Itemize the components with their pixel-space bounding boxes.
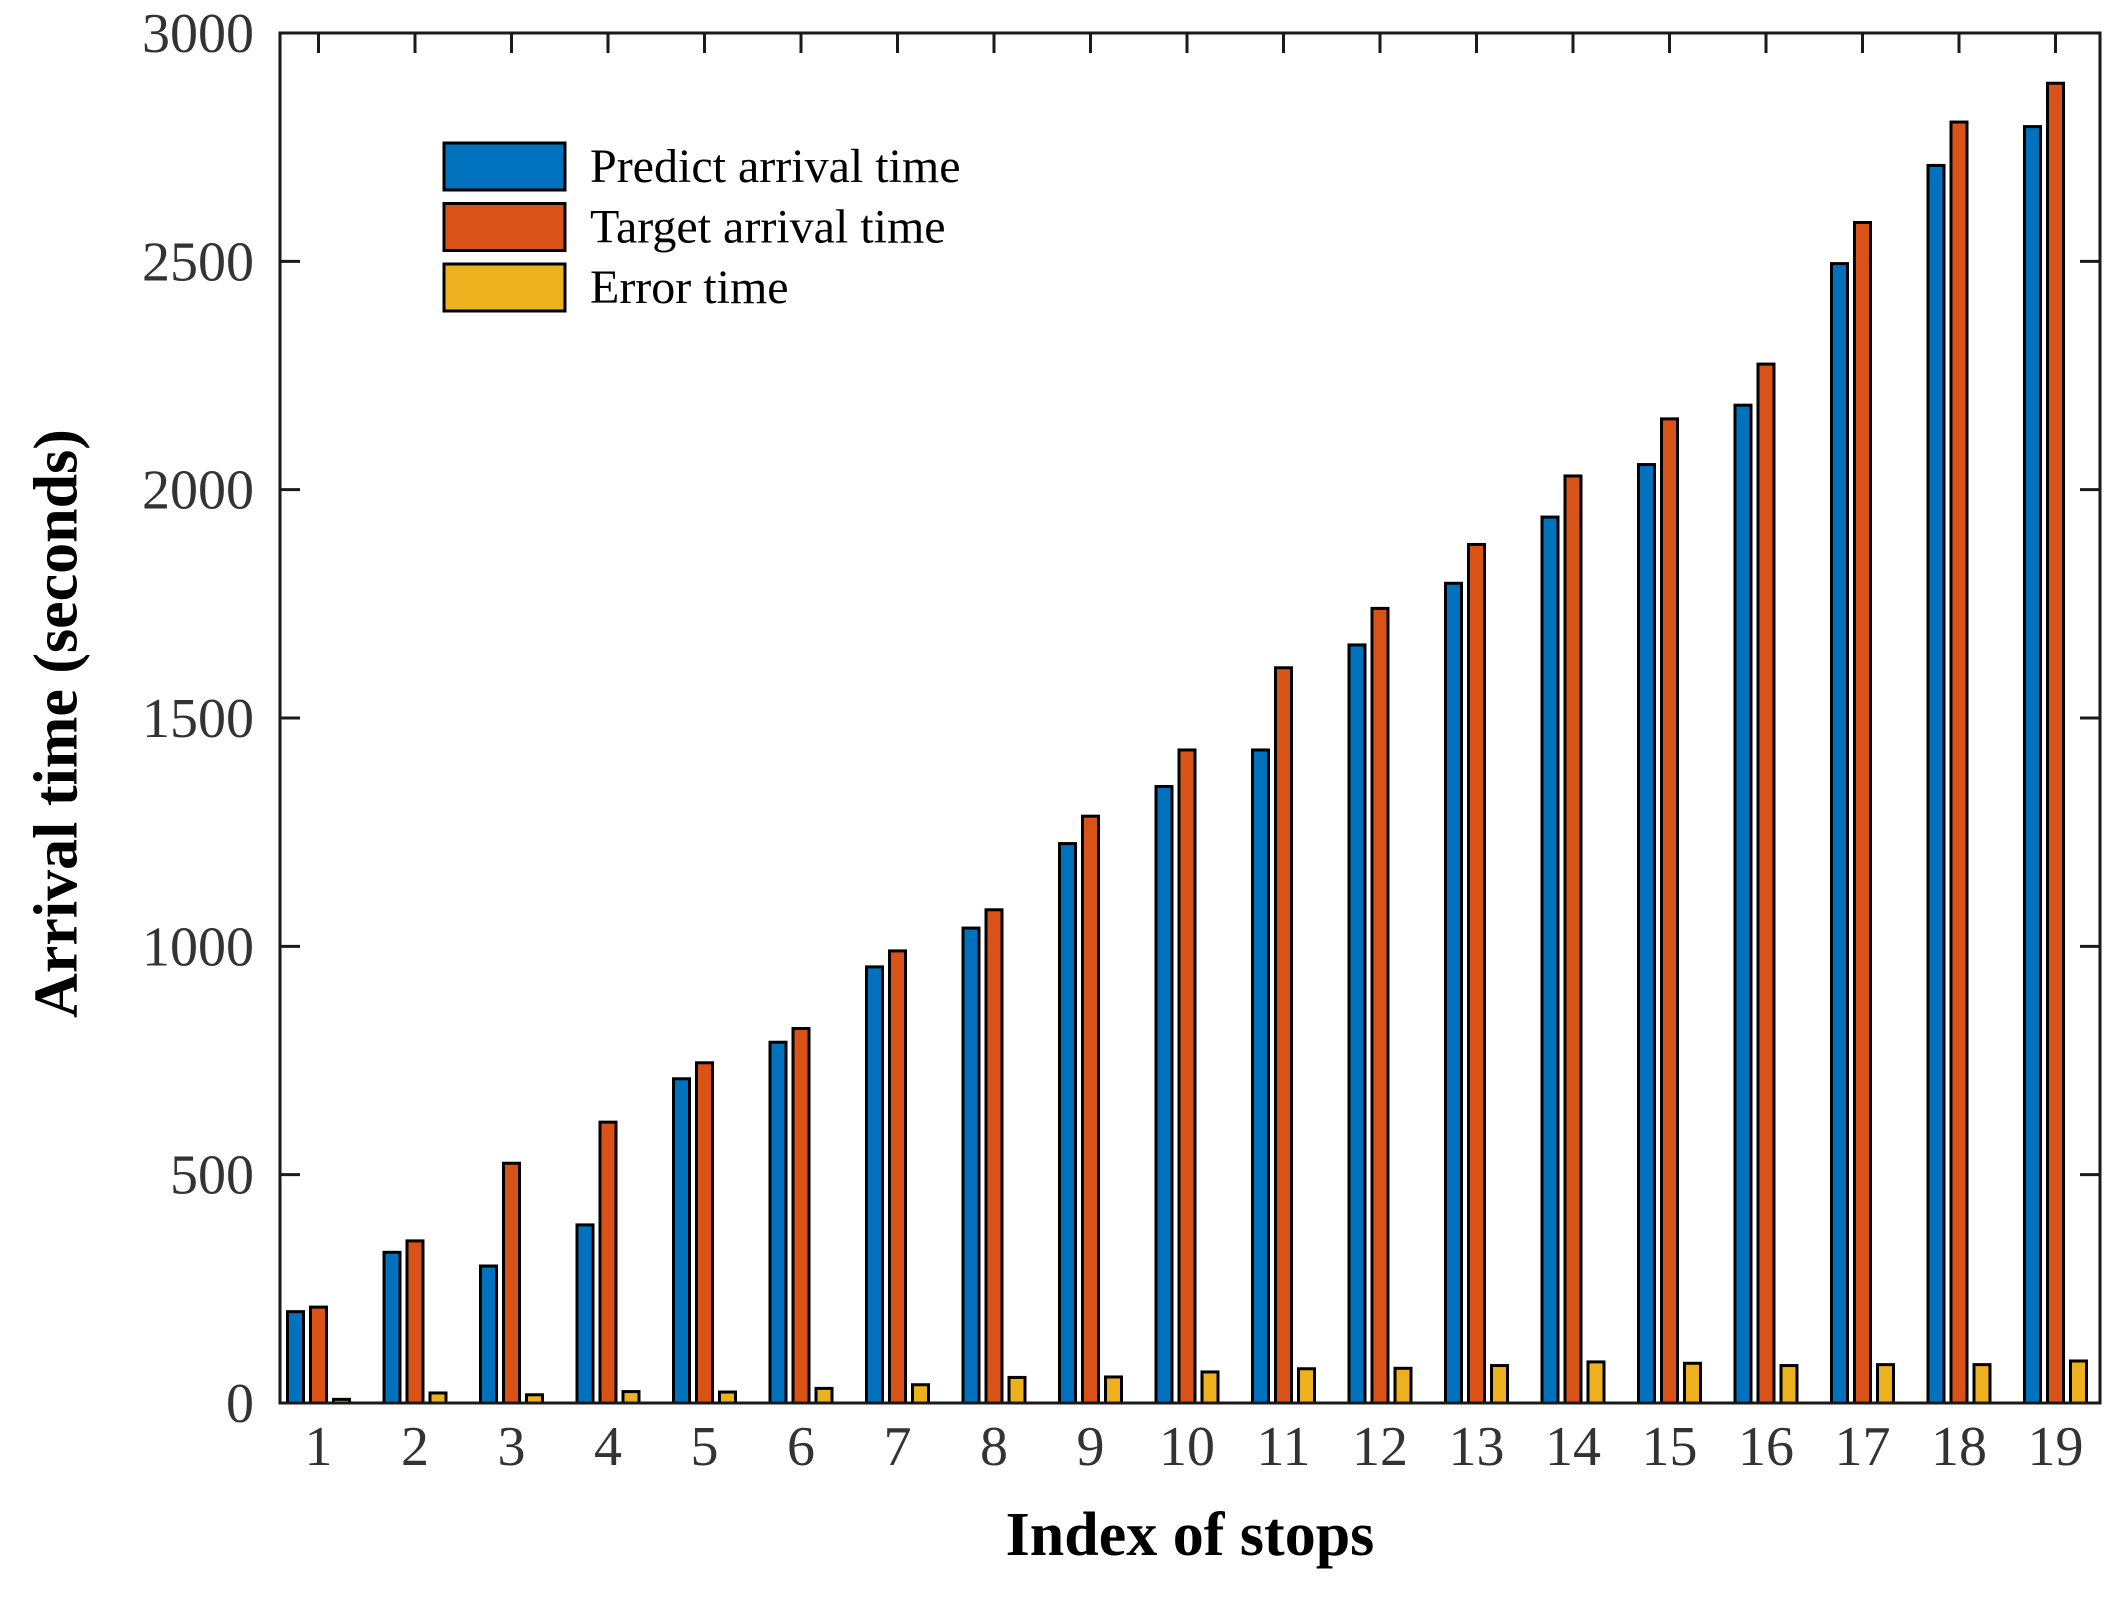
x-tick-label: 3 <box>498 1416 526 1478</box>
bar-error-12 <box>1393 1366 1413 1405</box>
bar-target-2 <box>405 1239 425 1405</box>
bar-error-13 <box>1490 1364 1509 1405</box>
y-tick-label: 1000 <box>142 916 254 978</box>
x-tick-label: 15 <box>1642 1416 1698 1478</box>
x-tick-label: 14 <box>1545 1416 1601 1478</box>
bar-error-16 <box>1779 1364 1799 1405</box>
x-tick-label: 11 <box>1257 1416 1311 1478</box>
bar-predict-19 <box>2023 125 2042 1405</box>
bar-target-19 <box>2046 81 2065 1405</box>
legend-label: Error time <box>590 261 789 314</box>
bar-error-8 <box>1007 1375 1027 1405</box>
bar-predict-6 <box>768 1040 788 1405</box>
legend-swatch-error <box>442 262 567 313</box>
bar-target-6 <box>791 1027 811 1405</box>
bar-target-17 <box>1853 221 1872 1405</box>
bar-target-14 <box>1563 474 1583 1405</box>
legend-label: Target arrival time <box>590 201 946 254</box>
bar-predict-15 <box>1637 463 1656 1405</box>
bar-error-10 <box>1200 1370 1220 1405</box>
bar-error-9 <box>1104 1375 1123 1405</box>
x-tick-label: 12 <box>1352 1416 1408 1478</box>
bar-predict-3 <box>479 1264 498 1405</box>
x-tick-label: 9 <box>1077 1416 1105 1478</box>
bar-error-6 <box>814 1386 834 1405</box>
y-tick-label: 3000 <box>142 3 254 65</box>
bar-predict-16 <box>1733 403 1753 1405</box>
x-axis-title: Index of stops <box>1005 1501 1375 1569</box>
x-tick-label: 8 <box>980 1416 1008 1478</box>
legend-label: Predict arrival time <box>590 140 961 193</box>
bar-error-5 <box>718 1390 737 1405</box>
bar-target-11 <box>1274 666 1293 1405</box>
y-tick-label: 0 <box>226 1373 254 1435</box>
bar-predict-8 <box>961 926 981 1405</box>
bar-error-4 <box>621 1390 641 1405</box>
x-tick-label: 2 <box>401 1416 429 1478</box>
x-tick-label: 6 <box>787 1416 815 1478</box>
x-tick-label: 5 <box>691 1416 719 1478</box>
x-tick-label: 7 <box>884 1416 912 1478</box>
bar-error-18 <box>1972 1363 1992 1405</box>
bar-target-18 <box>1949 120 1969 1405</box>
bar-target-8 <box>984 908 1004 1405</box>
bar-predict-4 <box>575 1223 595 1405</box>
x-tick-label: 10 <box>1159 1416 1215 1478</box>
bar-error-14 <box>1586 1360 1606 1405</box>
bar-predict-18 <box>1926 163 1946 1405</box>
bar-predict-10 <box>1154 785 1174 1405</box>
bar-predict-1 <box>286 1310 305 1405</box>
y-tick-label: 2000 <box>142 460 254 522</box>
bar-target-16 <box>1756 362 1776 1405</box>
axes-box <box>278 31 2102 1405</box>
bar-target-13 <box>1467 542 1486 1405</box>
bar-error-15 <box>1683 1361 1702 1405</box>
bar-error-2 <box>428 1391 448 1405</box>
bar-error-11 <box>1297 1367 1316 1405</box>
x-tick-label: 17 <box>1835 1416 1891 1478</box>
bar-predict-17 <box>1830 262 1849 1405</box>
bar-target-3 <box>502 1161 521 1405</box>
x-tick-label: 4 <box>594 1416 622 1478</box>
x-tick-label: 19 <box>2028 1416 2084 1478</box>
x-tick-label: 13 <box>1449 1416 1505 1478</box>
bar-target-4 <box>598 1120 618 1405</box>
bar-predict-2 <box>382 1250 402 1405</box>
bar-target-10 <box>1177 748 1197 1405</box>
bar-predict-12 <box>1347 643 1367 1405</box>
bar-predict-11 <box>1251 748 1270 1405</box>
bar-error-17 <box>1876 1363 1895 1405</box>
bar-target-1 <box>309 1305 328 1405</box>
bar-target-9 <box>1081 814 1100 1405</box>
legend-swatch-predict <box>442 141 567 192</box>
y-axis-title: Arrival time (seconds) <box>22 429 91 1018</box>
bar-target-5 <box>695 1061 714 1405</box>
bar-target-7 <box>888 949 907 1405</box>
x-tick-label: 1 <box>305 1416 333 1478</box>
y-tick-label: 2500 <box>142 231 254 293</box>
x-tick-label: 16 <box>1738 1416 1794 1478</box>
y-tick-label: 500 <box>170 1145 254 1207</box>
bar-target-12 <box>1370 606 1390 1405</box>
bar-error-19 <box>2069 1359 2088 1405</box>
bar-predict-7 <box>865 965 884 1405</box>
legend-swatch-target <box>442 202 567 252</box>
x-tick-label: 18 <box>1931 1416 1987 1478</box>
bar-predict-5 <box>672 1077 691 1405</box>
bar-predict-14 <box>1540 515 1560 1405</box>
y-tick-label: 1500 <box>142 688 254 750</box>
bar-predict-9 <box>1058 842 1077 1405</box>
bar-error-7 <box>911 1383 930 1405</box>
bar-target-15 <box>1660 417 1679 1405</box>
bar-predict-13 <box>1444 581 1463 1405</box>
